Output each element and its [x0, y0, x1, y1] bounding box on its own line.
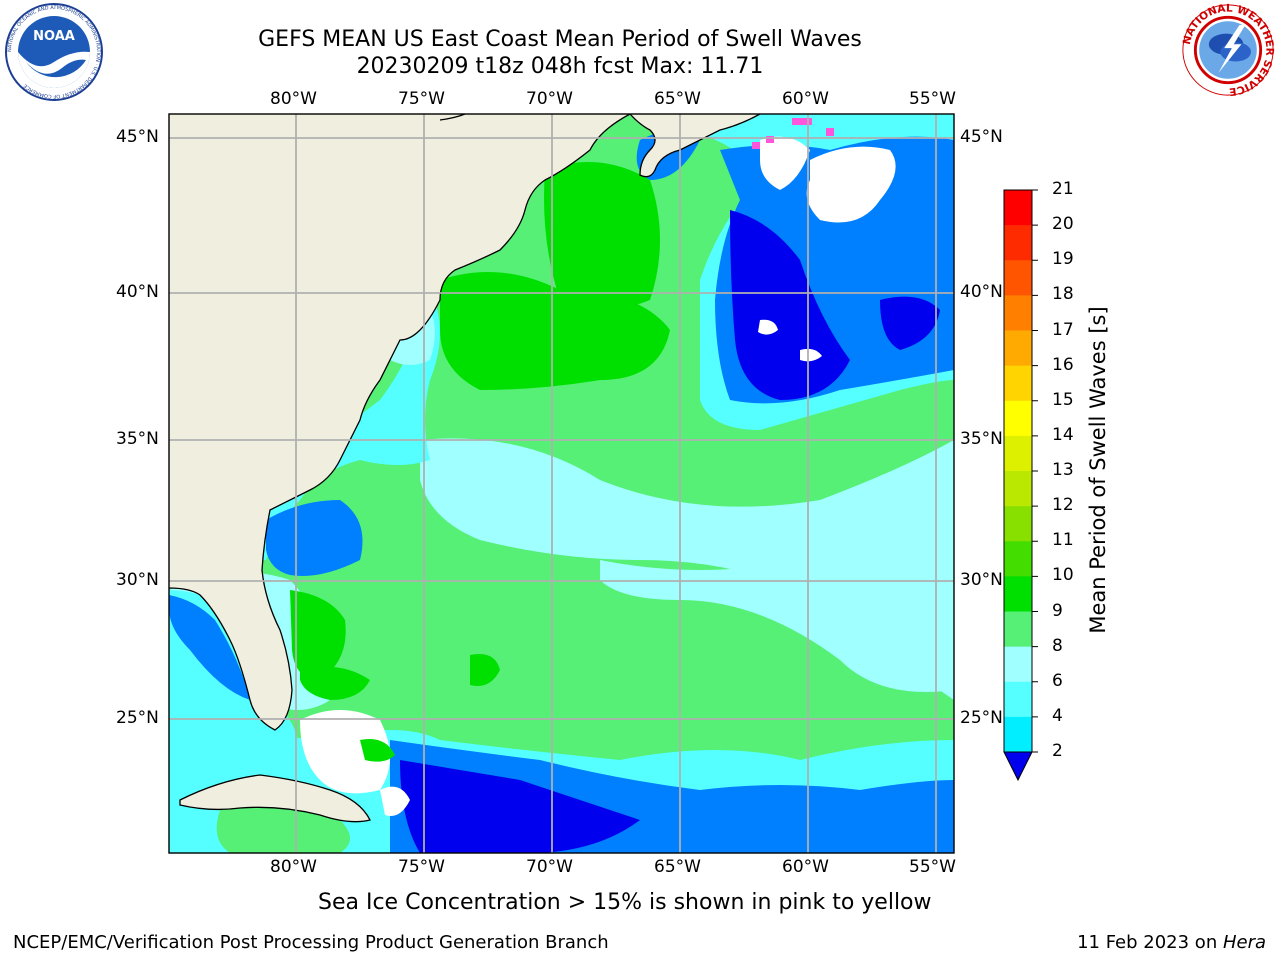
colorbar-segment: [1004, 260, 1032, 296]
region-8-9s-a: [420, 438, 954, 700]
noaa-logo-text: NOAA: [33, 29, 75, 44]
region-below2-south: [400, 760, 640, 853]
colorbar-title: Mean Period of Swell Waves [s]: [1086, 306, 1110, 634]
colorbar-segment: [1004, 295, 1032, 331]
region-below2-ne: [730, 210, 850, 400]
nodata-b: [806, 146, 896, 223]
sea-ice-note: Sea Ice Concentration > 15% is shown in …: [318, 890, 932, 915]
nodata-a: [760, 136, 810, 190]
colorbar-extension: [1003, 751, 1033, 782]
colorbar-segment: [1004, 330, 1032, 367]
nodata-c: [758, 319, 778, 335]
footer-date-text: 11 Feb 2023 on: [1077, 932, 1223, 953]
lon-label-bottom-60w: 60°W: [782, 857, 829, 877]
us-mainland: [169, 114, 630, 730]
nodata-bahamas: [300, 710, 390, 794]
lon-label-top-75w: 75°W: [398, 89, 445, 109]
region-10-11s-e: [470, 654, 500, 686]
sea-ice-d: [766, 136, 774, 143]
sea-ice-b: [826, 128, 834, 136]
lat-label-left-35n: 35°N: [116, 429, 159, 449]
colorbar-segment: [1004, 646, 1032, 683]
lon-label-top-70w: 70°W: [526, 89, 573, 109]
colorbar: [1003, 189, 1038, 782]
map-field: [169, 114, 954, 853]
lat-label-right-40n: 40°N: [960, 282, 1003, 302]
colorbar-tick-label: 21: [1052, 179, 1074, 199]
region-10-11s-c: [290, 590, 346, 680]
colorbar-tick-label: 14: [1052, 424, 1074, 445]
lon-label-top-80w: 80°W: [270, 89, 317, 109]
colorbar-tick-label: 2: [1052, 741, 1063, 761]
colorbar-tick-label: 4: [1052, 705, 1063, 726]
lat-label-right-35n: 35°N: [960, 429, 1003, 449]
colorbar-tick-label: 10: [1052, 565, 1074, 586]
sea-ice-a: [792, 118, 812, 125]
colorbar-tick-label: 16: [1052, 354, 1074, 375]
region-10-11s-bahamas: [300, 666, 370, 700]
colorbar-tick-label: 13: [1052, 460, 1074, 480]
nws-logo: NATIONAL WEATHER SERVICE: [1181, 2, 1276, 97]
chart-subtitle: 20230209 t18z 048h fcst Max: 11.71: [356, 54, 764, 79]
colorbar-segment: [1004, 365, 1032, 402]
nodata-d: [800, 348, 822, 362]
lat-label-left-25n: 25°N: [116, 708, 159, 728]
lat-label-right-25n: 25°N: [960, 708, 1003, 728]
colorbar-tick-label: 9: [1052, 600, 1063, 621]
colorbar-tick-label: 6: [1052, 670, 1063, 691]
colorbar-tick-label: 18: [1052, 284, 1074, 305]
lat-label-right-30n: 30°N: [960, 570, 1003, 590]
colorbar-segment: [1004, 716, 1032, 753]
colorbar-segment: [1004, 611, 1032, 648]
colorbar-tick-label: 8: [1052, 635, 1063, 656]
region-2-4s-carolina: [266, 500, 363, 576]
colorbar-tick-label: 17: [1052, 319, 1074, 340]
lon-label-bottom-80w: 80°W: [270, 857, 317, 877]
colorbar-tick-label: 15: [1052, 389, 1074, 410]
colorbar-segment: [1004, 225, 1032, 261]
lon-label-bottom-65w: 65°W: [654, 857, 701, 877]
region-2-4s-gulf: [169, 595, 250, 700]
lon-label-top-55w: 55°W: [909, 89, 956, 109]
lon-label-top-60w: 60°W: [782, 89, 829, 109]
sea-ice-c: [752, 142, 760, 149]
region-10-11s-b: [440, 272, 670, 390]
region-10-11s-a: [544, 162, 660, 310]
noaa-logo: NOAA NATIONAL OCEANIC AND ATMOSPHERIC AD…: [5, 3, 103, 101]
colorbar-segment: [1004, 506, 1032, 542]
colorbar-segment: [1004, 576, 1032, 612]
footer-credit: NCEP/EMC/Verification Post Processing Pr…: [13, 932, 609, 953]
graticule: [169, 114, 954, 853]
colorbar-tick-label: 11: [1052, 530, 1074, 551]
footer-machine: Hera: [1222, 932, 1266, 953]
region-below2-e: [880, 296, 940, 350]
lon-label-top-65w: 65°W: [654, 89, 701, 109]
lon-label-bottom-55w: 55°W: [909, 857, 956, 877]
lon-label-bottom-70w: 70°W: [526, 857, 573, 877]
colorbar-segment: [1004, 541, 1032, 577]
colorbar-segment: [1004, 471, 1032, 507]
nodata-bahamas-b: [380, 786, 410, 816]
colorbar-tick-label: 12: [1052, 495, 1074, 516]
colorbar-tick-label: 19: [1052, 249, 1074, 270]
nova-scotia: [630, 114, 760, 177]
region-10-11s-bahamas-b: [360, 739, 395, 762]
region-8-9s-b: [600, 550, 954, 692]
cuba: [180, 775, 370, 822]
lat-label-left-30n: 30°N: [116, 570, 159, 590]
lat-label-left-40n: 40°N: [116, 282, 159, 302]
lat-label-right-45n: 45°N: [960, 127, 1003, 147]
region-9-10s-cuba-south: [216, 806, 350, 853]
map-frame: [168, 113, 955, 854]
chart-title: GEFS MEAN US East Coast Mean Period of S…: [258, 27, 862, 52]
footer-date: 11 Feb 2023 on Hera: [1077, 932, 1266, 953]
lon-label-bottom-75w: 75°W: [398, 857, 445, 877]
lat-label-left-45n: 45°N: [116, 127, 159, 147]
colorbar-tick-label: 20: [1052, 214, 1074, 235]
colorbar-segment: [1004, 681, 1032, 718]
colorbar-segment: [1004, 400, 1032, 437]
colorbar-segment: [1004, 435, 1032, 472]
colorbar-segment: [1004, 190, 1032, 226]
